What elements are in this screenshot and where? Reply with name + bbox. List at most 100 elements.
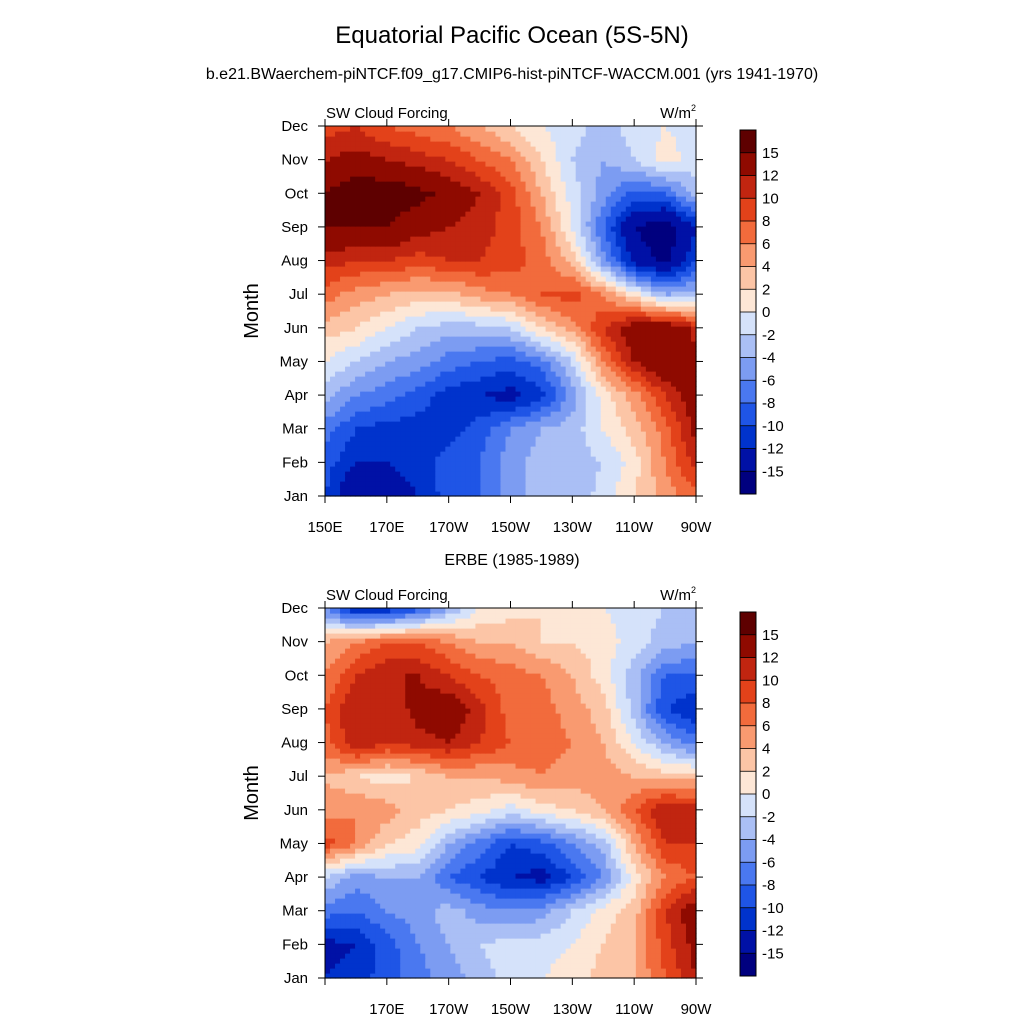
heatmap-cell [575, 176, 582, 182]
heatmap-cell [685, 401, 692, 407]
heatmap-cell [555, 441, 562, 447]
heatmap-cell [350, 311, 356, 317]
heatmap-cell [570, 296, 577, 302]
heatmap-cell [605, 231, 612, 237]
heatmap-cell [520, 421, 527, 427]
heatmap-cell [360, 451, 366, 457]
heatmap-cell [475, 221, 482, 227]
heatmap-cell [355, 406, 361, 412]
heatmap-cell [630, 356, 637, 362]
heatmap-cell [515, 436, 522, 442]
heatmap-cell [610, 456, 617, 462]
heatmap-cell [600, 401, 607, 407]
heatmap-cell [345, 336, 351, 342]
heatmap-cell [455, 206, 461, 212]
heatmap-cell [615, 196, 622, 202]
heatmap-cell [390, 416, 396, 422]
heatmap-cell [325, 201, 331, 207]
heatmap-cell [685, 381, 692, 387]
heatmap-cell [410, 316, 416, 322]
heatmap-cell [490, 301, 497, 307]
heatmap-cell [365, 261, 371, 267]
heatmap-cell [415, 266, 421, 272]
heatmap-cell [585, 161, 592, 167]
heatmap-cell [420, 436, 426, 442]
heatmap-cell [535, 431, 542, 437]
heatmap-cell [435, 286, 441, 292]
heatmap-cell [555, 436, 562, 442]
heatmap-cell [370, 341, 376, 347]
heatmap-cell [625, 356, 632, 362]
heatmap-cell [675, 251, 682, 257]
heatmap-cell [390, 311, 396, 317]
heatmap-cell [560, 426, 567, 432]
heatmap-cell [385, 231, 391, 237]
heatmap-cell [360, 266, 366, 272]
heatmap-cell [545, 411, 552, 417]
heatmap-cell [535, 466, 542, 472]
heatmap-cell [425, 456, 431, 462]
heatmap-cell [435, 251, 441, 257]
heatmap-cell [640, 241, 647, 247]
heatmap-cell [355, 266, 361, 272]
heatmap-cell [540, 406, 547, 412]
heatmap-cell [555, 166, 562, 172]
heatmap-cell [650, 421, 657, 427]
heatmap-cell [330, 396, 336, 402]
heatmap-cell [470, 241, 476, 247]
heatmap-cell [540, 191, 547, 197]
heatmap-cell [435, 201, 441, 207]
heatmap-cell [325, 296, 331, 302]
heatmap-cell [375, 326, 381, 332]
heatmap-cell [555, 331, 562, 337]
heatmap-cell [570, 181, 577, 187]
heatmap-cell [445, 276, 451, 282]
heatmap-cell [620, 371, 627, 377]
heatmap-cell [645, 161, 652, 167]
heatmap-cell [470, 446, 476, 452]
heatmap-cell [445, 366, 451, 372]
heatmap-cell [480, 316, 487, 322]
heatmap-cell [395, 381, 401, 387]
heatmap-cell [395, 191, 401, 197]
heatmap-cell [335, 416, 341, 422]
heatmap-cell [610, 451, 617, 457]
heatmap-cell [590, 371, 597, 377]
heatmap-cell [535, 201, 542, 207]
heatmap-cell [445, 251, 451, 257]
heatmap-cell [350, 406, 356, 412]
heatmap-cell [625, 161, 632, 167]
heatmap-cell [605, 266, 612, 272]
heatmap-cell [365, 446, 371, 452]
heatmap-cell [395, 186, 401, 192]
heatmap-cell [400, 226, 406, 232]
heatmap-cell [520, 336, 527, 342]
heatmap-cell [390, 201, 396, 207]
heatmap-cell [635, 471, 642, 477]
heatmap-cell [595, 186, 602, 192]
heatmap-cell [355, 196, 361, 202]
heatmap-cell [360, 236, 366, 242]
heatmap-cell [685, 331, 692, 337]
heatmap-cell [555, 161, 562, 167]
heatmap-cell [375, 371, 381, 377]
heatmap-cell [485, 236, 492, 242]
heatmap-cell [540, 336, 547, 342]
heatmap-cell [625, 386, 632, 392]
heatmap-cell [535, 406, 542, 412]
heatmap-cell [590, 256, 597, 262]
heatmap-cell [665, 406, 672, 412]
heatmap-cell [355, 426, 361, 432]
heatmap-cell [620, 341, 627, 347]
heatmap-cell [475, 266, 482, 272]
heatmap-cell [420, 431, 426, 437]
heatmap-cell [640, 406, 647, 412]
heatmap-cell [540, 211, 547, 217]
heatmap-cell [680, 436, 687, 442]
heatmap-cell [615, 276, 622, 282]
heatmap-cell [380, 326, 386, 332]
heatmap-cell [610, 381, 617, 387]
heatmap-cell [595, 316, 602, 322]
heatmap-cell [670, 451, 677, 457]
heatmap-cell [480, 416, 487, 422]
